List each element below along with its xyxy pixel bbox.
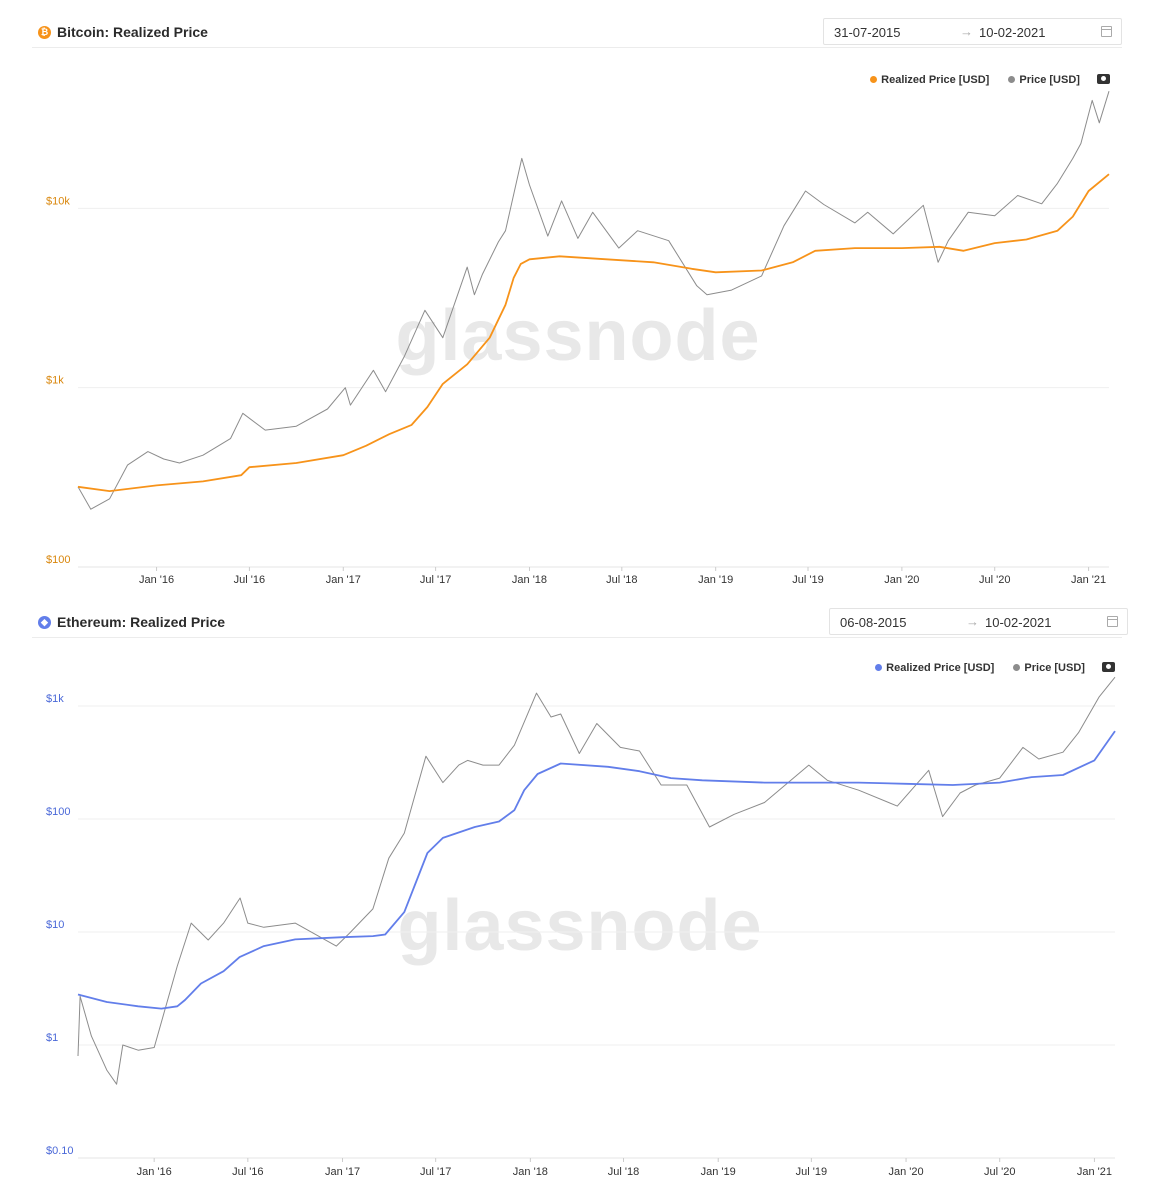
btc-plot-area: $100 $1k $10k Jan '16 Jul '16 Jan '17 Jul '17 J… [46, 91, 1110, 586]
camera-icon[interactable] [1102, 662, 1115, 672]
glassnode-watermark: glassnode [395, 296, 760, 376]
x-tick-label: Jul '17 [420, 574, 451, 586]
glassnode-watermark: glassnode [397, 886, 762, 966]
x-tick-label: Jul '20 [979, 574, 1010, 586]
calendar-icon[interactable] [1107, 616, 1118, 627]
x-tick-label: Jul '19 [796, 1166, 827, 1178]
arrow-right-icon: → [960, 24, 973, 39]
x-tick-label: Jan '20 [884, 574, 919, 586]
x-tick-label: Jul '16 [234, 574, 265, 586]
eth-date-from[interactable]: 06-08-2015 [840, 615, 907, 630]
eth-chart-title: Ethereum: Realized Price [57, 614, 226, 630]
legend-item-realized-price[interactable]: Realized Price [USD] [870, 74, 989, 86]
bitcoin-icon: ₿ [38, 26, 51, 39]
x-tick-label: Jan '20 [888, 1166, 923, 1178]
btc-date-range-picker[interactable]: 31-07-2015 → 10-02-2021 [823, 18, 1122, 45]
x-tick-label: Jan '17 [325, 1166, 360, 1178]
btc-legend: Realized Price [USD] Price [USD] [854, 74, 1110, 90]
x-tick-label: Jul '19 [792, 574, 823, 586]
legend-label: Price [USD] [1024, 662, 1085, 674]
y-tick-label: $0.10 [46, 1145, 74, 1157]
btc-date-from[interactable]: 31-07-2015 [834, 25, 901, 40]
btc-chart-panel: ₿ Bitcoin: Realized Price 31-07-2015 → 1… [0, 0, 1152, 592]
x-tick-label: Jul '18 [606, 574, 637, 586]
eth-panel-header: ◆ Ethereum: Realized Price 06-08-2015 → … [32, 606, 1128, 638]
x-tick-label: Jan '19 [698, 574, 733, 586]
y-tick-label: $1k [46, 375, 64, 387]
x-tick-label: Jul '17 [420, 1166, 451, 1178]
eth-plot-area: $0.10 $1 $10 $100 $1k Jan '16 Jul '16 Jan '17 Ju… [46, 676, 1116, 1178]
eth-price-line [77, 676, 1116, 1085]
btc-chart-title: Bitcoin: Realized Price [57, 24, 208, 40]
btc-price-line [77, 91, 1110, 510]
arrow-right-icon: → [966, 614, 979, 629]
legend-item-realized-price[interactable]: Realized Price [USD] [875, 662, 994, 674]
ethereum-icon: ◆ [38, 616, 51, 629]
x-tick-label: Jan '18 [512, 574, 547, 586]
y-tick-label: $10k [46, 195, 70, 207]
legend-label: Price [USD] [1019, 74, 1080, 86]
legend-dot-icon [870, 76, 878, 83]
x-tick-label: Jan '16 [137, 1166, 172, 1178]
x-tick-label: Jul '16 [232, 1166, 263, 1178]
x-tick-label: Jan '18 [513, 1166, 548, 1178]
y-tick-label: $1k [46, 693, 64, 705]
legend-label: Realized Price [USD] [881, 74, 990, 86]
x-tick-label: Jan '21 [1077, 1166, 1112, 1178]
legend-dot-icon [875, 664, 883, 671]
legend-item-price[interactable]: Price [USD] [1008, 74, 1080, 86]
btc-date-to[interactable]: 10-02-2021 [979, 25, 1046, 40]
x-tick-label: Jan '16 [139, 574, 174, 586]
eth-realized-price-line [77, 730, 1116, 1010]
x-tick-label: Jan '21 [1071, 574, 1106, 586]
btc-realized-price-line [77, 173, 1110, 492]
camera-icon[interactable] [1097, 74, 1110, 84]
calendar-icon[interactable] [1101, 26, 1112, 37]
y-tick-label: $100 [46, 554, 70, 566]
legend-dot-icon [1013, 664, 1021, 671]
eth-date-to[interactable]: 10-02-2021 [985, 615, 1052, 630]
legend-dot-icon [1008, 76, 1016, 83]
btc-panel-header: ₿ Bitcoin: Realized Price 31-07-2015 → 1… [32, 16, 1122, 48]
x-tick-label: Jan '17 [326, 574, 361, 586]
legend-label: Realized Price [USD] [886, 662, 995, 674]
x-tick-label: Jul '18 [608, 1166, 639, 1178]
x-tick-label: Jan '19 [701, 1166, 736, 1178]
y-tick-label: $1 [46, 1032, 58, 1044]
legend-item-price[interactable]: Price [USD] [1013, 662, 1085, 674]
eth-chart-panel: ◆ Ethereum: Realized Price 06-08-2015 → … [0, 592, 1152, 1200]
x-tick-label: Jul '20 [984, 1166, 1015, 1178]
y-tick-label: $100 [46, 806, 70, 818]
y-tick-label: $10 [46, 919, 64, 931]
eth-legend: Realized Price [USD] Price [USD] [859, 662, 1115, 678]
eth-date-range-picker[interactable]: 06-08-2015 → 10-02-2021 [829, 608, 1128, 635]
